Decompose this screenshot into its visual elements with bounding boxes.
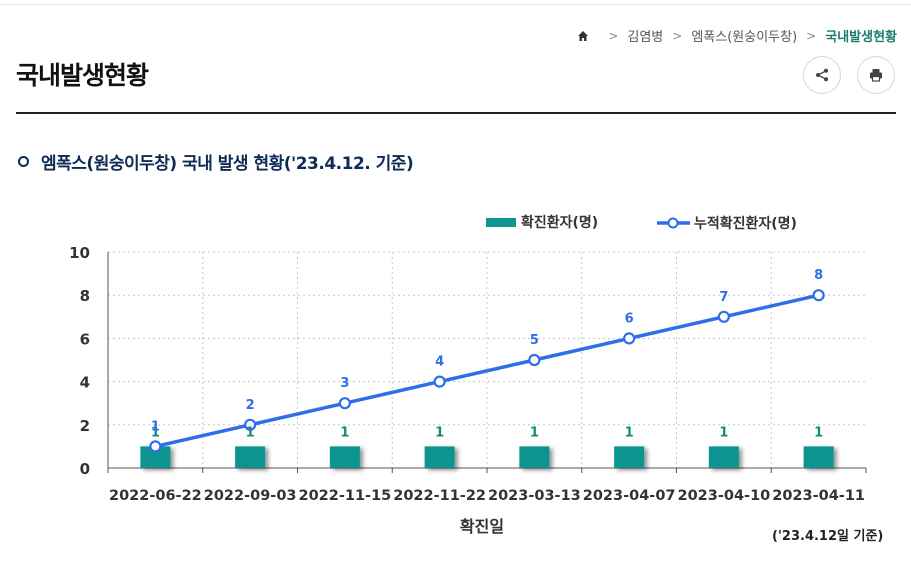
x-tick-label: 2023-04-10 xyxy=(678,488,771,504)
section-title: 엠폭스(원숭이두창) 국내 발생 현황('23.4.12. 기준) xyxy=(18,149,414,174)
x-tick-label: 2022-06-22 xyxy=(109,488,202,504)
bar-data-label: 1 xyxy=(625,425,634,440)
bar xyxy=(235,446,266,468)
chevron-right-icon: > xyxy=(608,28,619,43)
bar-data-label: 1 xyxy=(151,425,160,440)
line-data-label: 7 xyxy=(719,290,728,305)
legend-line-marker xyxy=(667,217,679,229)
cumulative-line xyxy=(154,293,820,449)
bar xyxy=(140,446,171,468)
bar-series xyxy=(140,446,834,468)
y-tick-label: 8 xyxy=(80,287,90,305)
title-divider xyxy=(16,112,896,114)
chevron-right-icon: > xyxy=(806,28,817,43)
breadcrumb-item-disease[interactable]: 김염병 xyxy=(627,30,664,45)
x-axis-title: 확진일 xyxy=(460,517,504,536)
bar xyxy=(424,446,455,468)
breadcrumb-item-mpox[interactable]: 엠폭스(원숭이두창) xyxy=(691,30,798,45)
y-tick-label: 6 xyxy=(80,330,90,348)
line-data-label: 6 xyxy=(625,311,634,326)
bar-data-label: 1 xyxy=(435,425,444,440)
bar-data-label: 1 xyxy=(719,425,728,440)
x-tick-label: 2022-11-15 xyxy=(299,488,392,504)
y-tick-label: 10 xyxy=(69,244,90,262)
bar xyxy=(329,446,360,468)
line-data-label: 2 xyxy=(246,398,255,413)
bullet-icon xyxy=(18,156,29,167)
y-tick-label: 2 xyxy=(80,417,90,435)
share-icon xyxy=(816,68,828,82)
x-tick-label: 2022-11-22 xyxy=(393,488,486,504)
bar-data-label: 1 xyxy=(530,425,539,440)
x-tick-label: 2022-09-03 xyxy=(204,488,297,504)
x-tick-label: 2023-04-07 xyxy=(583,488,676,504)
line-series xyxy=(149,289,825,453)
line-point xyxy=(717,310,730,323)
chart-legend: 확진환자(명) 누적확진환자(명) xyxy=(486,214,797,232)
bar-data-label: 1 xyxy=(814,425,823,440)
top-divider xyxy=(0,4,911,5)
chart-grid xyxy=(108,251,866,468)
legend-bar-label[interactable]: 확진환자(명) xyxy=(521,214,598,231)
line-data-label: 5 xyxy=(530,333,539,348)
section-title-text: 엠폭스(원숭이두창) 국내 발생 현황('23.4.12. 기준) xyxy=(41,154,414,174)
print-icon xyxy=(870,69,882,82)
legend-line-label[interactable]: 누적확진환자(명) xyxy=(694,215,797,232)
bar xyxy=(614,446,645,468)
line-data-label: 1 xyxy=(151,419,160,434)
line-data-label: 4 xyxy=(435,355,444,370)
bar xyxy=(803,446,834,468)
bar xyxy=(708,446,739,468)
line-data-label: 3 xyxy=(340,376,349,391)
line-data-label: 8 xyxy=(814,268,823,283)
print-button[interactable] xyxy=(857,56,895,94)
legend-bar-swatch xyxy=(486,218,516,227)
x-tick-label: 2023-04-11 xyxy=(772,488,865,504)
line-point xyxy=(433,375,446,388)
bar-data-label: 1 xyxy=(340,425,349,440)
line-point xyxy=(244,418,257,431)
page-title: 국내발생현황 xyxy=(16,61,149,90)
x-tick-label: 2023-03-13 xyxy=(488,488,581,504)
bar-data-label: 1 xyxy=(246,425,255,440)
chevron-right-icon: > xyxy=(672,28,683,43)
line-point xyxy=(812,289,825,302)
reference-date-note: ('23.4.12일 기준) xyxy=(772,529,884,544)
share-button[interactable] xyxy=(803,56,841,94)
line-point xyxy=(149,440,162,453)
bar xyxy=(519,446,550,468)
breadcrumb: > 김염병 > 엠폭스(원숭이두창) > 국내발생현황 xyxy=(577,26,897,45)
y-tick-label: 0 xyxy=(80,460,90,478)
line-point xyxy=(528,353,541,367)
line-point xyxy=(623,332,636,345)
home-icon[interactable] xyxy=(577,30,589,42)
y-tick-label: 4 xyxy=(80,374,90,392)
breadcrumb-item-current: 국내발생현황 xyxy=(825,30,897,45)
line-point xyxy=(338,397,351,410)
